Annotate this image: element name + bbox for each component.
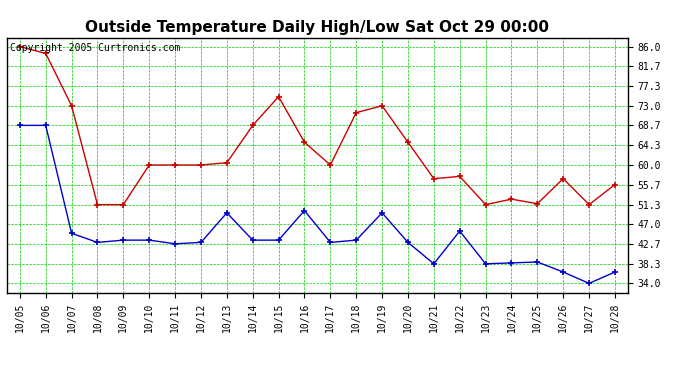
Title: Outside Temperature Daily High/Low Sat Oct 29 00:00: Outside Temperature Daily High/Low Sat O… xyxy=(86,20,549,35)
Text: Copyright 2005 Curtronics.com: Copyright 2005 Curtronics.com xyxy=(10,43,180,52)
